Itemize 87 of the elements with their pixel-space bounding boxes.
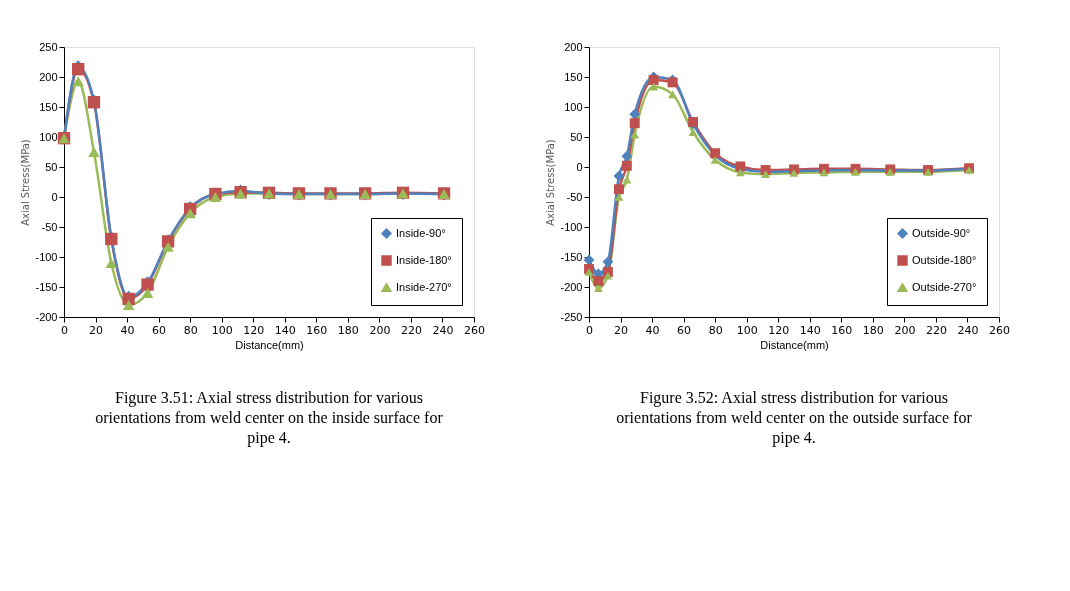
y-axis-title: Axial Stress(MPa) bbox=[545, 139, 557, 226]
y-tick-label: 0 bbox=[576, 160, 583, 173]
x-tick-label: 120 bbox=[243, 323, 265, 337]
y-tick-label: 0 bbox=[51, 190, 58, 203]
caption: Figure 3.51: Axial stress distribution for various orientations from weld center on the inside surface for pipe 4. bbox=[95, 389, 444, 447]
x-tick-label: 20 bbox=[89, 323, 104, 337]
x-tick-label: 240 bbox=[957, 323, 979, 337]
point bbox=[184, 208, 196, 219]
point bbox=[621, 150, 633, 162]
x-axis-title: Distance(mm) bbox=[760, 338, 829, 351]
point bbox=[621, 160, 632, 171]
point bbox=[88, 146, 100, 158]
x-tick-label: 0 bbox=[61, 323, 68, 337]
x-tick-label: 100 bbox=[211, 323, 233, 337]
y-tick-label: 150 bbox=[564, 70, 583, 83]
x-tick-label: 160 bbox=[831, 323, 853, 337]
x-tick-label: 180 bbox=[337, 323, 359, 337]
legend-label: Inside-270° bbox=[396, 280, 452, 293]
y-tick-label: 100 bbox=[39, 130, 58, 143]
legend-label: Inside-90° bbox=[396, 226, 446, 239]
point bbox=[162, 241, 174, 252]
y-tick-label: 200 bbox=[39, 70, 58, 83]
x-tick-label: 220 bbox=[400, 323, 422, 337]
y-tick-label: 250 bbox=[39, 40, 58, 53]
x-tick-label: 20 bbox=[614, 323, 629, 337]
y-tick-label: 50 bbox=[45, 160, 58, 173]
point bbox=[72, 76, 84, 87]
x-tick-label: 140 bbox=[799, 323, 821, 337]
point bbox=[648, 75, 659, 85]
y-tick-label: -100 bbox=[35, 250, 58, 263]
y-tick-label: -150 bbox=[35, 280, 58, 293]
x-tick-label: 260 bbox=[989, 323, 1010, 337]
y-tick-label: -50 bbox=[566, 190, 583, 203]
x-tick-label: 0 bbox=[586, 323, 593, 337]
legend-label: Outside-180° bbox=[912, 253, 977, 266]
x-tick-label: 200 bbox=[369, 323, 391, 337]
y-tick-label: 50 bbox=[570, 130, 583, 143]
x-tick-label: 100 bbox=[736, 323, 758, 337]
caption: Figure 3.52: Axial stress distribution for various orientations from weld center on the outside surface for pipe 4. bbox=[616, 389, 973, 447]
point bbox=[688, 128, 698, 137]
point bbox=[105, 257, 118, 269]
x-tick-label: 240 bbox=[432, 323, 454, 337]
point bbox=[583, 254, 595, 266]
y-tick-label: 200 bbox=[564, 40, 583, 53]
x-axis-title: Distance(mm) bbox=[235, 338, 304, 351]
point bbox=[710, 155, 720, 164]
y-tick-label: -250 bbox=[560, 310, 583, 323]
point bbox=[141, 287, 154, 299]
y-tick-label: -200 bbox=[35, 310, 58, 323]
legend-label: Inside-180° bbox=[396, 253, 452, 266]
point bbox=[614, 193, 624, 201]
x-tick-label: 40 bbox=[120, 323, 135, 337]
y-tick-label: -150 bbox=[560, 250, 583, 263]
x-tick-label: 40 bbox=[645, 323, 660, 337]
legend-label: Outside-90° bbox=[912, 226, 971, 239]
point bbox=[735, 168, 745, 177]
point bbox=[789, 169, 799, 177]
point bbox=[629, 118, 640, 129]
point bbox=[629, 108, 641, 120]
legend-label: Outside-270° bbox=[912, 280, 977, 293]
x-tick-label: 80 bbox=[708, 323, 723, 337]
x-tick-label: 60 bbox=[677, 323, 692, 337]
y-tick-label: -200 bbox=[560, 280, 583, 293]
x-tick-label: 180 bbox=[862, 323, 884, 337]
y-tick-label: -100 bbox=[560, 220, 583, 233]
x-tick-label: 260 bbox=[464, 323, 485, 337]
x-tick-label: 140 bbox=[274, 323, 296, 337]
x-tick-label: 60 bbox=[152, 323, 167, 337]
point bbox=[614, 184, 624, 195]
point bbox=[593, 276, 604, 286]
point bbox=[668, 90, 678, 99]
y-tick-label: 100 bbox=[564, 100, 583, 113]
point bbox=[602, 256, 614, 268]
point bbox=[761, 170, 771, 179]
y-axis-title: Axial Stress(MPa) bbox=[20, 139, 32, 226]
point bbox=[584, 268, 594, 276]
y-tick-label: 150 bbox=[39, 100, 58, 113]
x-tick-label: 80 bbox=[183, 323, 198, 337]
x-tick-label: 220 bbox=[925, 323, 947, 337]
x-tick-label: 120 bbox=[768, 323, 790, 337]
x-tick-label: 160 bbox=[306, 323, 328, 337]
point bbox=[613, 170, 625, 182]
point bbox=[122, 299, 135, 311]
point bbox=[209, 191, 222, 203]
point bbox=[593, 284, 603, 293]
x-tick-label: 200 bbox=[894, 323, 916, 337]
y-tick-label: -50 bbox=[41, 220, 58, 233]
